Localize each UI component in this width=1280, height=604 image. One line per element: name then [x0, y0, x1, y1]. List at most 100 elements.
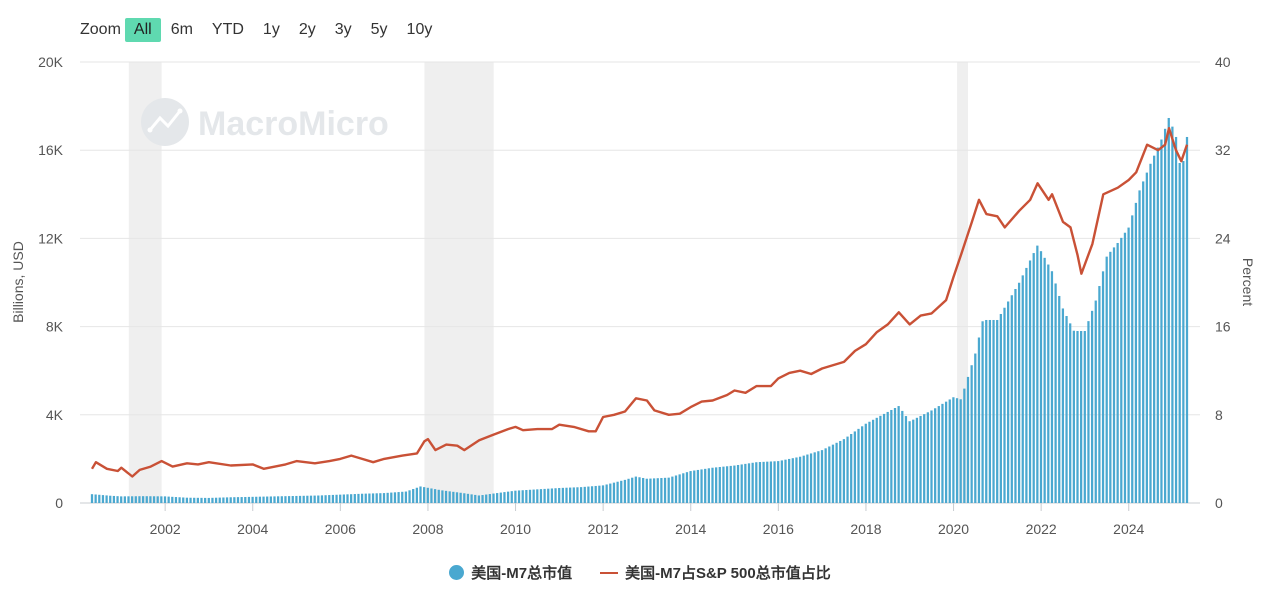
legend-item-share[interactable]: 美国-M7占S&P 500总市值占比	[600, 562, 831, 583]
market-cap-bar	[988, 319, 992, 503]
market-cap-bar	[1142, 181, 1145, 504]
market-cap-bar	[663, 477, 667, 503]
market-cap-bar	[251, 496, 254, 503]
market-cap-bar	[364, 493, 367, 503]
zoom-all-button[interactable]: All	[124, 18, 161, 42]
market-cap-bar	[689, 471, 692, 503]
market-cap-bar	[386, 492, 389, 503]
market-cap-bar	[240, 497, 243, 503]
market-cap-bar	[455, 492, 459, 503]
market-cap-bar	[306, 495, 309, 503]
market-cap-bar	[904, 416, 908, 503]
market-cap-bar	[547, 488, 550, 503]
market-cap-bar	[868, 421, 871, 503]
x-tick-label: 2024	[1113, 521, 1144, 537]
macromicro-logo-icon	[141, 98, 189, 146]
market-cap-bar	[974, 353, 977, 503]
zoom-2y-button[interactable]: 2y	[298, 21, 316, 38]
market-cap-bar	[200, 497, 203, 503]
share-percent-line	[90, 126, 1189, 478]
market-cap-bar	[908, 421, 911, 503]
zoom-ytd-button[interactable]: YTD	[211, 21, 244, 38]
market-cap-bar	[616, 481, 619, 503]
market-cap-bar	[806, 454, 809, 503]
market-cap-bar	[780, 460, 783, 503]
market-cap-bar	[218, 497, 221, 503]
market-cap-bar	[886, 411, 889, 503]
x-tick-label: 2010	[500, 521, 531, 537]
market-cap-bar	[536, 489, 539, 503]
market-cap-bar	[353, 494, 356, 503]
market-cap-bar	[550, 488, 554, 503]
market-cap-bar	[229, 497, 232, 503]
market-cap-bar	[627, 478, 630, 503]
market-cap-bar	[499, 492, 502, 503]
market-cap-bar	[116, 496, 119, 503]
market-cap-bar	[1094, 300, 1097, 503]
market-cap-bar	[839, 440, 842, 503]
market-cap-bar	[572, 487, 575, 503]
y-axis-left: 0 4K 8K 12K 16K 20K	[38, 54, 64, 511]
market-cap-bar	[565, 487, 568, 503]
market-cap-bar	[1182, 161, 1185, 503]
market-cap-bar	[1047, 264, 1050, 503]
market-cap-bar	[94, 494, 97, 503]
market-cap-bar	[645, 478, 648, 503]
zoom-3y-button[interactable]: 3y	[334, 21, 352, 38]
recession-band	[957, 62, 968, 503]
market-cap-bar	[751, 462, 754, 503]
y-right-tick-label: 0	[1215, 495, 1223, 511]
zoom-5y-button[interactable]: 5y	[370, 21, 388, 38]
market-cap-bar	[262, 496, 265, 503]
market-cap-bar	[912, 419, 915, 503]
x-tick-label: 2018	[850, 521, 881, 537]
market-cap-bar	[660, 478, 663, 503]
market-cap-bar	[747, 463, 751, 503]
market-cap-bar	[850, 434, 853, 503]
market-cap-bar	[90, 494, 94, 503]
market-cap-bar	[543, 488, 546, 503]
market-cap-bar	[408, 490, 411, 503]
market-cap-bar	[266, 496, 269, 503]
market-cap-bar	[174, 497, 178, 503]
market-cap-bar	[835, 442, 838, 503]
market-cap-bar	[160, 496, 163, 503]
legend-item-market-cap[interactable]: 美国-M7总市值	[449, 562, 572, 583]
market-cap-bar	[871, 419, 875, 503]
x-tick-label: 2004	[237, 521, 268, 537]
y-right-tick-label: 24	[1215, 230, 1231, 246]
market-cap-bar	[795, 457, 798, 503]
market-cap-bar	[510, 491, 513, 503]
zoom-10y-button[interactable]: 10y	[406, 21, 433, 38]
market-cap-bar	[514, 490, 517, 503]
legend-dot-icon	[449, 565, 465, 580]
line-series	[90, 126, 1189, 478]
market-cap-bar	[802, 455, 805, 503]
market-cap-bar	[196, 497, 199, 503]
market-cap-bar	[298, 495, 302, 503]
zoom-6m-button[interactable]: 6m	[170, 21, 193, 38]
market-cap-bar	[185, 497, 189, 503]
market-cap-bar	[923, 414, 926, 503]
market-cap-bar	[477, 495, 481, 503]
market-cap-bar	[725, 466, 729, 503]
x-tick-label: 2008	[412, 521, 443, 537]
market-cap-bar	[488, 494, 491, 503]
zoom-1y-button[interactable]: 1y	[262, 21, 280, 38]
market-cap-bar	[320, 495, 324, 503]
market-cap-bar	[1160, 139, 1163, 503]
market-cap-bar	[879, 415, 882, 503]
market-cap-bar	[481, 495, 484, 503]
market-cap-bar	[204, 497, 207, 503]
x-axis: 2002 2004 2006 2008 2010 2012 2014 2016 2018 2020…	[150, 503, 1145, 537]
market-cap-bar	[992, 319, 995, 503]
x-tick-label: 2016	[763, 521, 794, 537]
x-tick-label: 2012	[588, 521, 619, 537]
market-cap-bar	[339, 494, 342, 503]
y-axis-right-title: Percent	[1240, 258, 1256, 306]
market-cap-bar	[138, 496, 141, 503]
market-cap-bar	[846, 436, 849, 503]
market-cap-bar	[609, 483, 612, 503]
market-cap-bar	[452, 491, 455, 503]
x-tick-label: 2002	[150, 521, 181, 537]
